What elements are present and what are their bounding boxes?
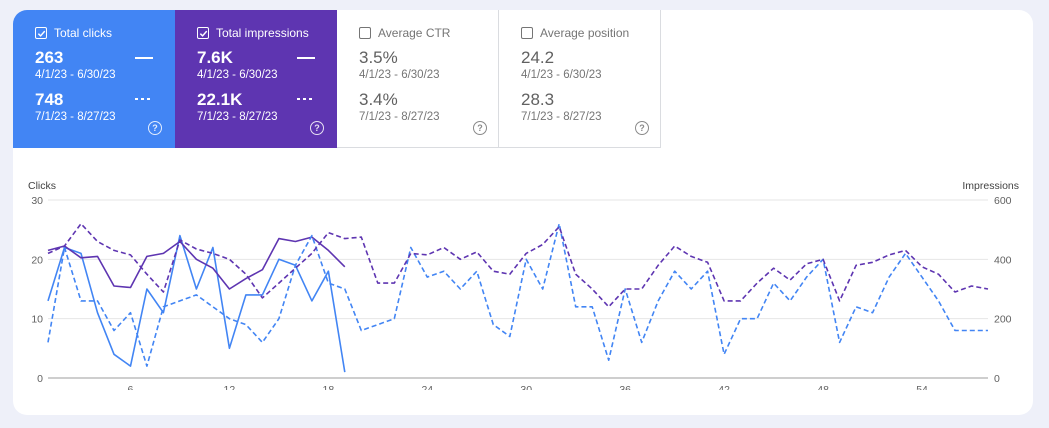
tile-label: Average CTR (378, 26, 451, 40)
tile-total-impressions[interactable]: Total impressions 7.6K 4/1/23 - 6/30/23 … (175, 10, 337, 148)
series-line-clicks-dashed (47, 222, 988, 367)
metric-value-current: 3.5% (359, 48, 398, 67)
dashed-line-legend-icon (135, 98, 153, 100)
x-tick: 18 (323, 384, 335, 390)
metric-tiles: Total clicks 263 4/1/23 - 6/30/23 748 7/… (13, 10, 661, 148)
x-tick: 12 (224, 384, 236, 390)
y-axis-right-title: Impressions (962, 180, 1019, 192)
tile-average-ctr[interactable]: Average CTR 3.5% 4/1/23 - 6/30/23 3.4% 7… (337, 10, 499, 148)
y-axis-left-ticks: 0 10 20 30 (31, 195, 43, 385)
y-axis-right-ticks: 0 200 400 600 (994, 195, 1012, 385)
date-range-current: 4/1/23 - 6/30/23 (197, 69, 278, 81)
y-tick-right: 0 (994, 373, 1000, 385)
y-tick-right: 400 (994, 254, 1012, 266)
tile-label: Average position (540, 26, 630, 40)
date-range-current: 4/1/23 - 6/30/23 (521, 69, 602, 81)
y-tick-left: 30 (31, 195, 43, 207)
checkbox-checked-icon[interactable] (35, 27, 47, 39)
y-axis-left-title: Clicks (28, 180, 56, 192)
metric-value-previous: 748 (35, 90, 64, 109)
help-icon[interactable]: ? (310, 121, 324, 135)
solid-line-legend-icon (135, 57, 153, 59)
series-line-impressions-solid (47, 236, 346, 290)
y-tick-right: 200 (994, 314, 1012, 326)
metric-value-current: 263 (35, 48, 64, 67)
tile-total-clicks[interactable]: Total clicks 263 4/1/23 - 6/30/23 748 7/… (13, 10, 175, 148)
metric-value-previous: 28.3 (521, 90, 555, 109)
x-tick: 36 (619, 384, 631, 390)
help-icon[interactable]: ? (473, 121, 487, 135)
date-range-current: 4/1/23 - 6/30/23 (359, 69, 440, 81)
x-tick: 42 (718, 384, 730, 390)
metric-value-current: 24.2 (521, 48, 555, 67)
x-tick: 54 (916, 384, 928, 390)
dashed-line-legend-icon (297, 98, 315, 100)
metric-value-previous: 22.1K (197, 90, 243, 109)
performance-card: Total clicks 263 4/1/23 - 6/30/23 748 7/… (13, 10, 1033, 415)
y-tick-left: 0 (37, 373, 43, 385)
date-range-previous: 7/1/23 - 8/27/23 (35, 111, 116, 123)
date-range-previous: 7/1/23 - 8/27/23 (359, 111, 440, 123)
help-icon[interactable]: ? (148, 121, 162, 135)
checkbox-checked-icon[interactable] (197, 27, 209, 39)
tile-average-position[interactable]: Average position 24.2 4/1/23 - 6/30/23 2… (499, 10, 661, 148)
x-tick: 30 (520, 384, 532, 390)
date-range-previous: 7/1/23 - 8/27/23 (521, 111, 602, 123)
date-range-current: 4/1/23 - 6/30/23 (35, 69, 116, 81)
tile-label: Total clicks (54, 26, 113, 40)
help-icon[interactable]: ? (635, 121, 649, 135)
metric-value-current: 7.6K (197, 48, 233, 67)
x-tick: 24 (421, 384, 433, 390)
performance-chart: Clicks Impressions 0 10 20 30 0 200 400 600 6 1… (28, 180, 1019, 390)
solid-line-legend-icon (297, 57, 315, 59)
checkbox-unchecked-icon[interactable] (521, 27, 533, 39)
x-tick: 48 (817, 384, 829, 390)
checkbox-unchecked-icon[interactable] (359, 27, 371, 39)
x-axis-ticks: 6 12 18 24 30 36 42 48 54 (128, 384, 928, 390)
grid-lines (48, 199, 988, 379)
y-tick-left: 20 (31, 254, 43, 266)
x-tick: 6 (128, 384, 134, 390)
metric-value-previous: 3.4% (359, 90, 398, 109)
date-range-previous: 7/1/23 - 8/27/23 (197, 111, 278, 123)
y-tick-right: 600 (994, 195, 1012, 207)
tile-label: Total impressions (216, 26, 309, 40)
series-lines (47, 222, 989, 373)
y-tick-left: 10 (31, 314, 43, 326)
